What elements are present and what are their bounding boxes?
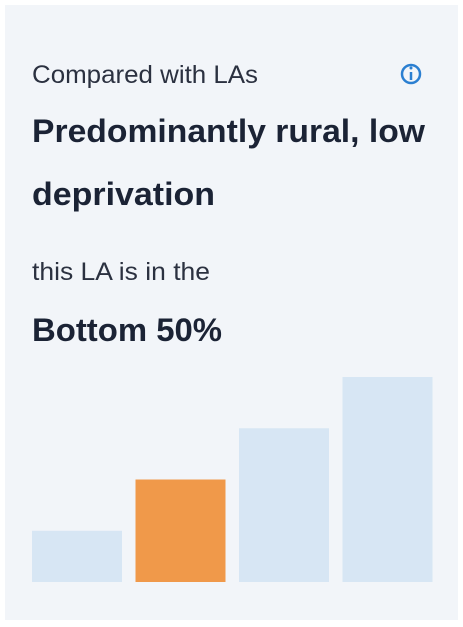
intro: Compared with LAs bbox=[32, 61, 258, 89]
bar bbox=[32, 530, 122, 582]
bar bbox=[342, 377, 433, 582]
group-line: deprivation bbox=[32, 176, 215, 212]
group-line: Predominantly rural, low bbox=[32, 113, 425, 149]
bar bbox=[239, 428, 329, 582]
info-icon[interactable] bbox=[400, 63, 422, 85]
position: Bottom 50% bbox=[32, 312, 222, 348]
bar bbox=[135, 479, 226, 582]
position-intro: this LA is in the bbox=[32, 258, 210, 286]
